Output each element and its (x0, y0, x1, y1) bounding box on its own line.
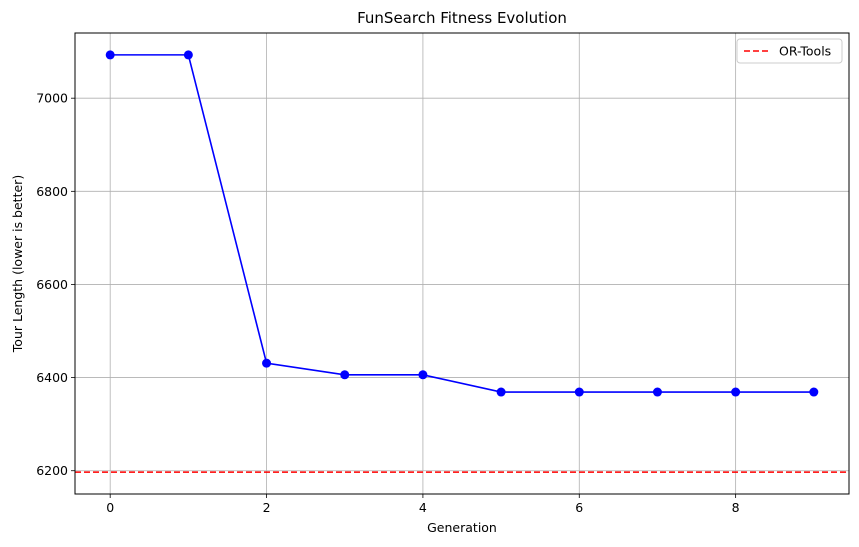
data-point (262, 358, 272, 368)
x-axis: 0 2 4 6 8 (106, 494, 740, 515)
chart-title: FunSearch Fitness Evolution (357, 9, 567, 27)
x-tick-label: 2 (263, 500, 271, 515)
x-tick-label: 6 (575, 500, 583, 515)
data-point (652, 387, 662, 397)
data-point (496, 387, 506, 397)
plot-area (75, 33, 849, 494)
y-tick-label: 6400 (36, 370, 68, 385)
x-tick-label: 8 (732, 500, 740, 515)
data-point (340, 370, 350, 380)
y-tick-label: 6200 (36, 463, 68, 478)
grid (75, 33, 849, 494)
data-point (574, 387, 584, 397)
x-tick-label: 0 (106, 500, 114, 515)
legend-box (736, 38, 843, 64)
data-point (105, 50, 115, 60)
legend-label-or-tools: OR-Tools (779, 44, 831, 59)
series-line (110, 54, 814, 393)
y-axis-label: Tour Length (lower is better) (10, 175, 25, 353)
data-point (809, 387, 819, 397)
series-group (105, 50, 819, 397)
y-axis: 6200 6400 6600 6800 7000 (36, 91, 75, 478)
y-tick-label: 6600 (36, 277, 68, 292)
data-point (418, 370, 428, 380)
plot-frame (74, 32, 850, 495)
data-point (731, 387, 741, 397)
data-point (183, 50, 193, 60)
x-tick-label: 4 (419, 500, 427, 515)
y-tick-label: 7000 (36, 91, 68, 106)
legend: OR-Tools (736, 38, 843, 64)
y-tick-label: 6800 (36, 184, 68, 199)
x-axis-label: Generation (427, 520, 497, 535)
